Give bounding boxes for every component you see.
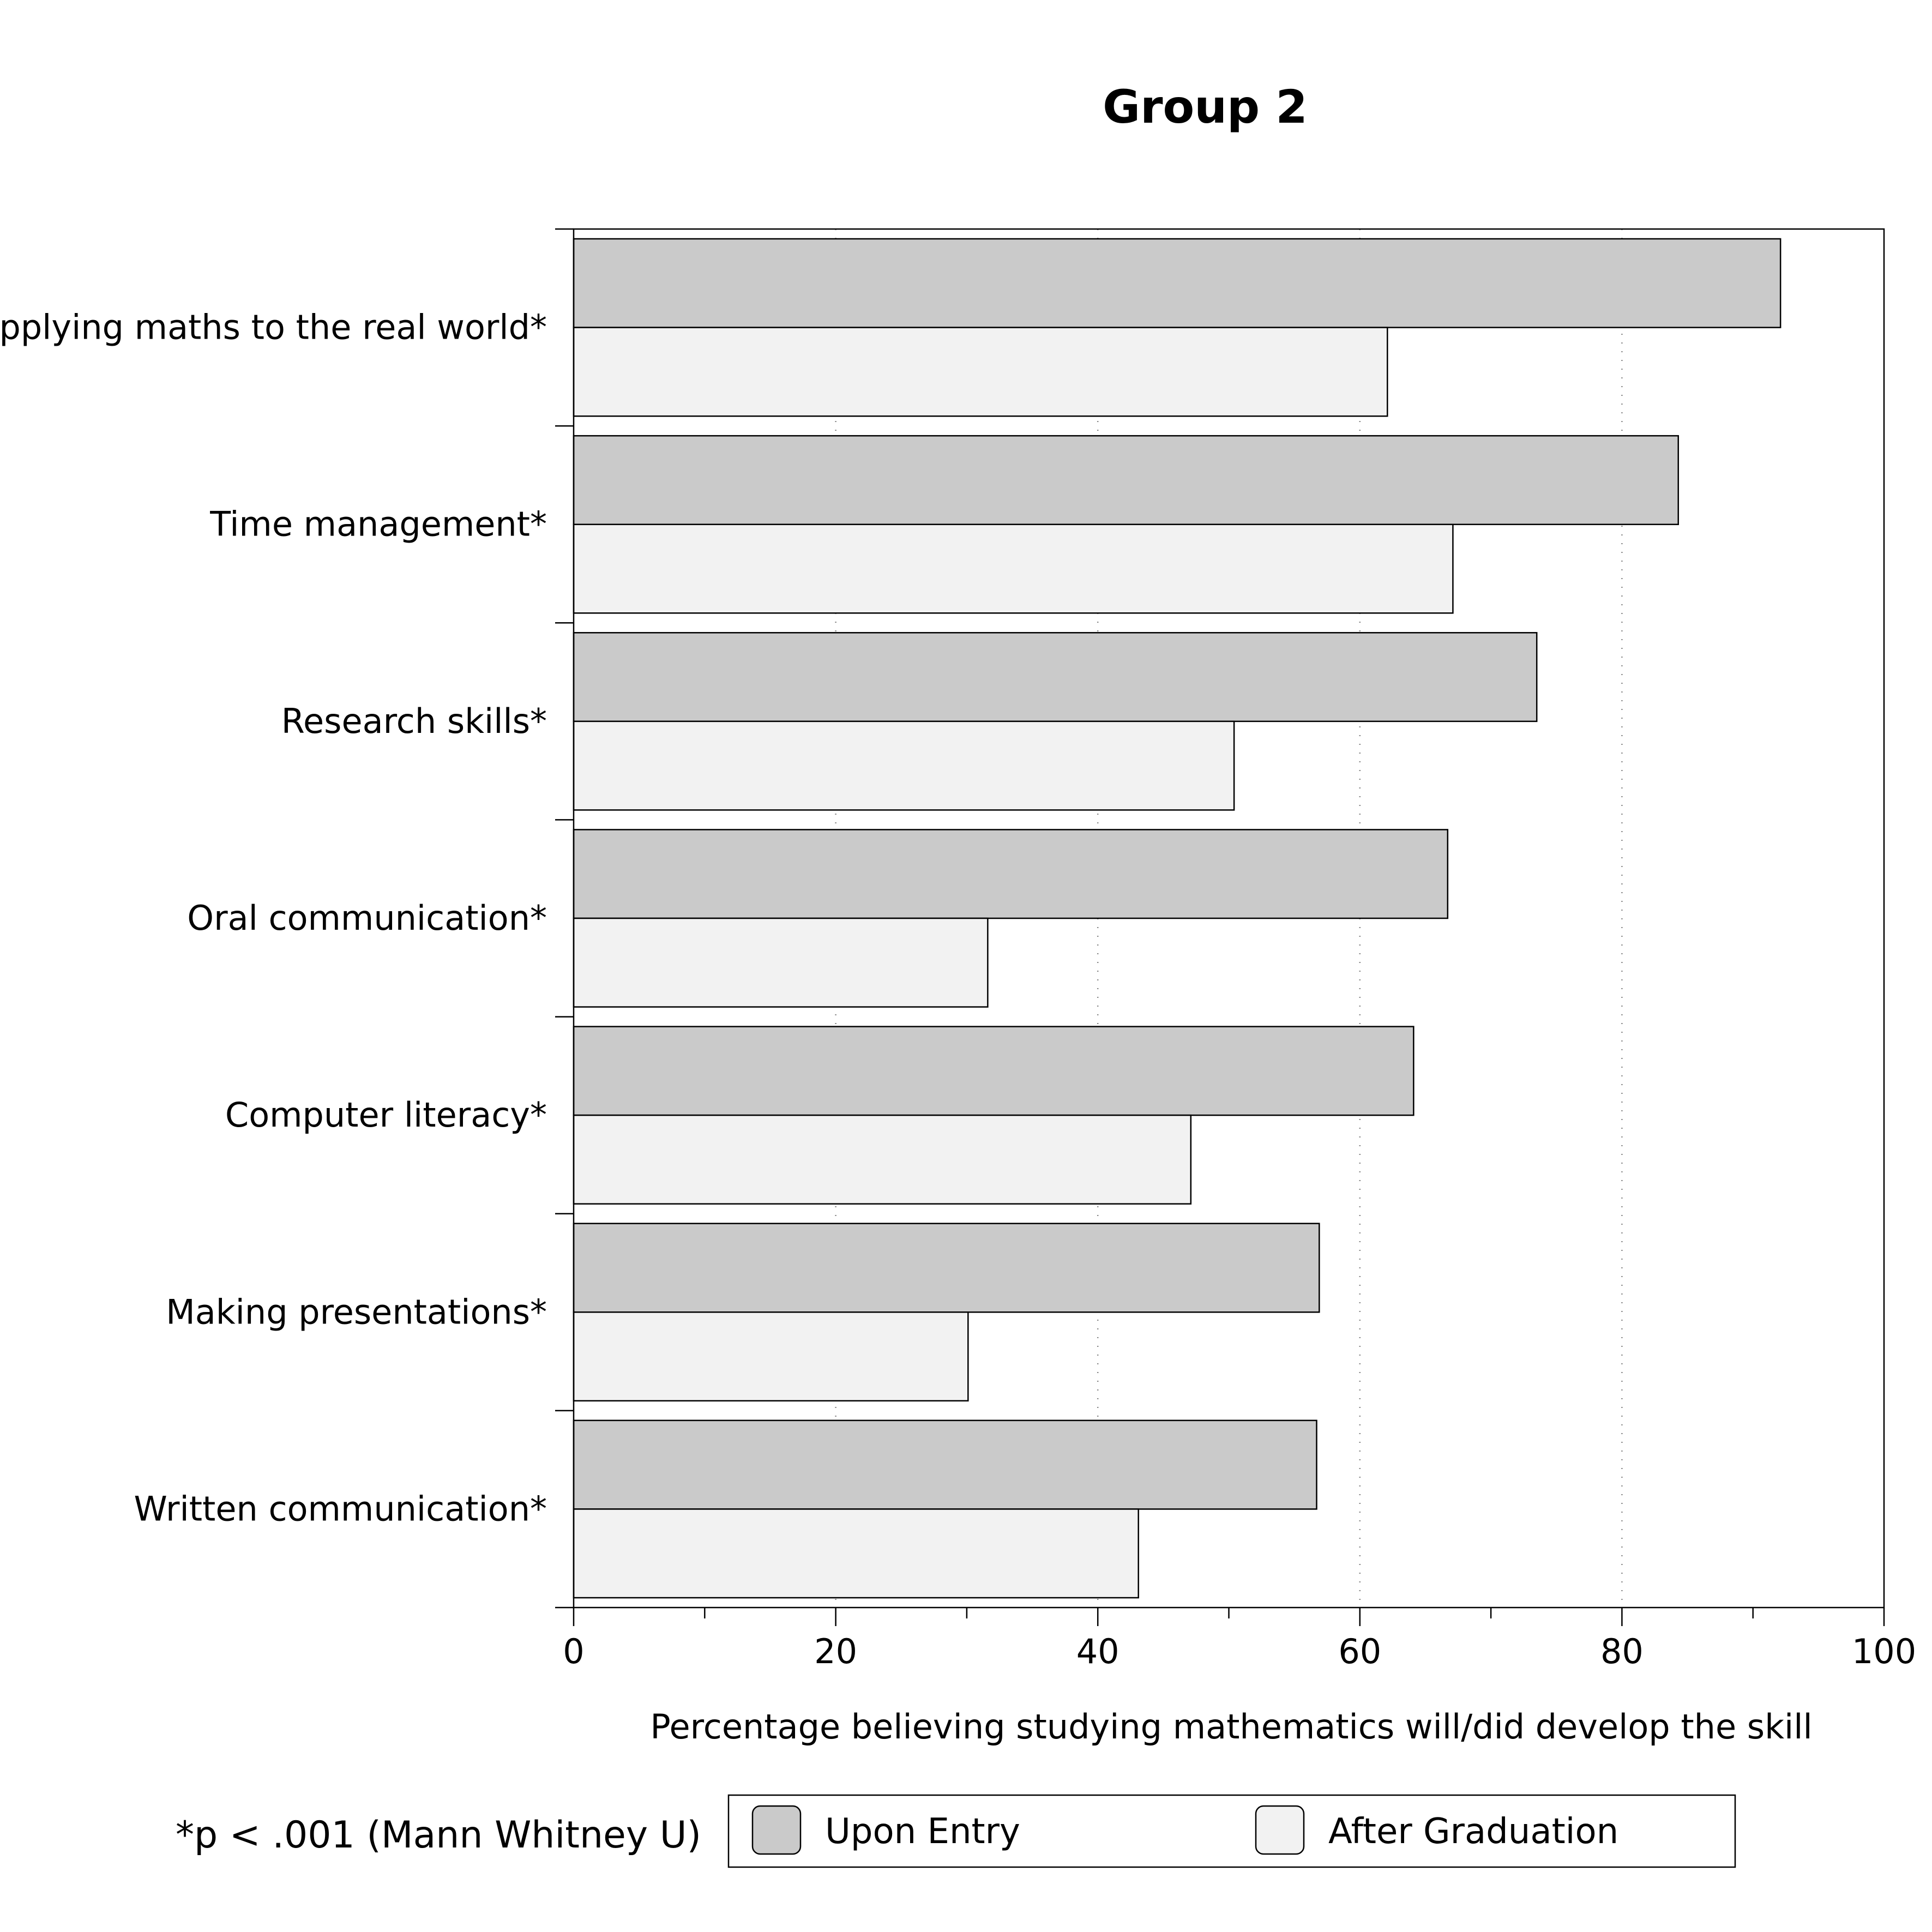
axes (555, 228, 1885, 1626)
bar-after-graduation-2 (573, 720, 1235, 811)
x-tick-label-100: 100 (1852, 1632, 1916, 1671)
category-label-0: Applying maths to the real world* (0, 308, 547, 347)
bar-after-graduation-0 (573, 327, 1388, 417)
x-tick-label-20: 20 (814, 1632, 857, 1671)
footnote: *p < .001 (Mann Whitney U) (176, 1814, 701, 1857)
bar-upon-entry-2 (573, 632, 1538, 723)
category-label-3: Oral communication* (187, 898, 547, 938)
x-axis-title: Percentage believing studying mathematic… (650, 1707, 1812, 1747)
x-tick-label-60: 60 (1338, 1632, 1381, 1671)
bar-upon-entry-3 (573, 829, 1449, 919)
bar-upon-entry-0 (573, 238, 1781, 328)
x-tick-label-40: 40 (1076, 1632, 1120, 1671)
category-label-5: Making presentations* (166, 1292, 547, 1332)
legend-swatch-upon-entry (751, 1805, 802, 1855)
legend-label-upon-entry: Upon Entry (825, 1811, 1020, 1852)
bar-after-graduation-6 (573, 1508, 1139, 1599)
legend-swatch-after-graduation (1255, 1805, 1305, 1855)
bar-after-graduation-5 (573, 1311, 969, 1402)
bar-after-graduation-1 (573, 523, 1454, 614)
bar-upon-entry-1 (573, 435, 1679, 525)
legend-box (727, 1794, 1736, 1868)
legend-label-after-graduation: After Graduation (1328, 1811, 1618, 1852)
category-label-4: Computer literacy* (225, 1095, 547, 1135)
x-tick-label-80: 80 (1600, 1632, 1644, 1671)
category-label-6: Written communication* (134, 1489, 547, 1528)
bars (573, 238, 1781, 1599)
bar-after-graduation-3 (573, 917, 989, 1008)
bar-upon-entry-6 (573, 1419, 1317, 1510)
category-labels: Applying maths to the real world* Time ma… (0, 308, 547, 1529)
x-tick-label-0: 0 (563, 1632, 584, 1671)
x-tick-labels: 0 20 40 60 80 100 (563, 1632, 1916, 1671)
bar-upon-entry-4 (573, 1026, 1415, 1116)
category-label-1: Time management* (209, 504, 547, 544)
category-label-2: Research skills* (281, 701, 547, 741)
legend: Upon Entry After Graduation (727, 1794, 1736, 1868)
bar-after-graduation-4 (573, 1114, 1192, 1205)
bar-upon-entry-5 (573, 1223, 1320, 1313)
chart-title: Group 2 (1103, 80, 1308, 134)
